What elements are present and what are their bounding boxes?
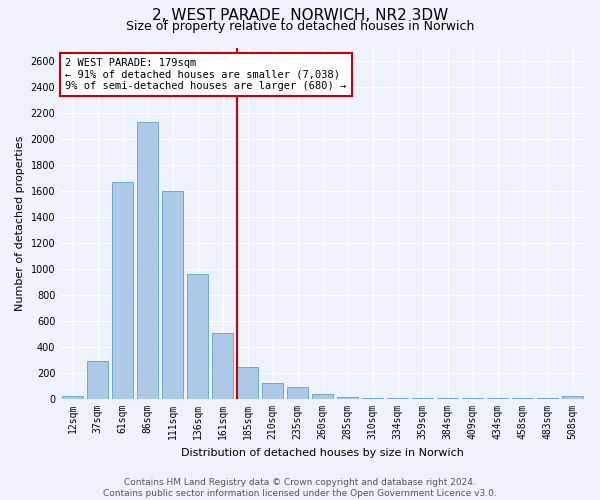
Y-axis label: Number of detached properties: Number of detached properties (15, 136, 25, 311)
Bar (187, 274, 208, 399)
Bar (312, 394, 333, 399)
Bar (487, 398, 508, 399)
Bar (562, 396, 583, 399)
Bar (387, 398, 408, 399)
Bar (62, 396, 83, 399)
Bar (262, 383, 283, 399)
Text: 2, WEST PARADE, NORWICH, NR2 3DW: 2, WEST PARADE, NORWICH, NR2 3DW (152, 8, 448, 22)
Bar (287, 386, 308, 399)
Bar (537, 398, 558, 399)
Bar (212, 334, 233, 399)
Bar (87, 360, 108, 399)
X-axis label: Distribution of detached houses by size in Norwich: Distribution of detached houses by size … (181, 448, 464, 458)
Bar (137, 122, 158, 399)
Bar (337, 397, 358, 399)
Text: 2 WEST PARADE: 179sqm
← 91% of detached houses are smaller (7,038)
9% of semi-de: 2 WEST PARADE: 179sqm ← 91% of detached … (65, 58, 347, 91)
Bar (362, 398, 383, 399)
Bar (237, 366, 258, 399)
Bar (112, 182, 133, 399)
Bar (412, 398, 433, 399)
Bar (162, 190, 183, 399)
Text: Size of property relative to detached houses in Norwich: Size of property relative to detached ho… (126, 20, 474, 33)
Bar (437, 398, 458, 399)
Bar (462, 398, 483, 399)
Text: Contains HM Land Registry data © Crown copyright and database right 2024.
Contai: Contains HM Land Registry data © Crown c… (103, 478, 497, 498)
Bar (512, 398, 533, 399)
